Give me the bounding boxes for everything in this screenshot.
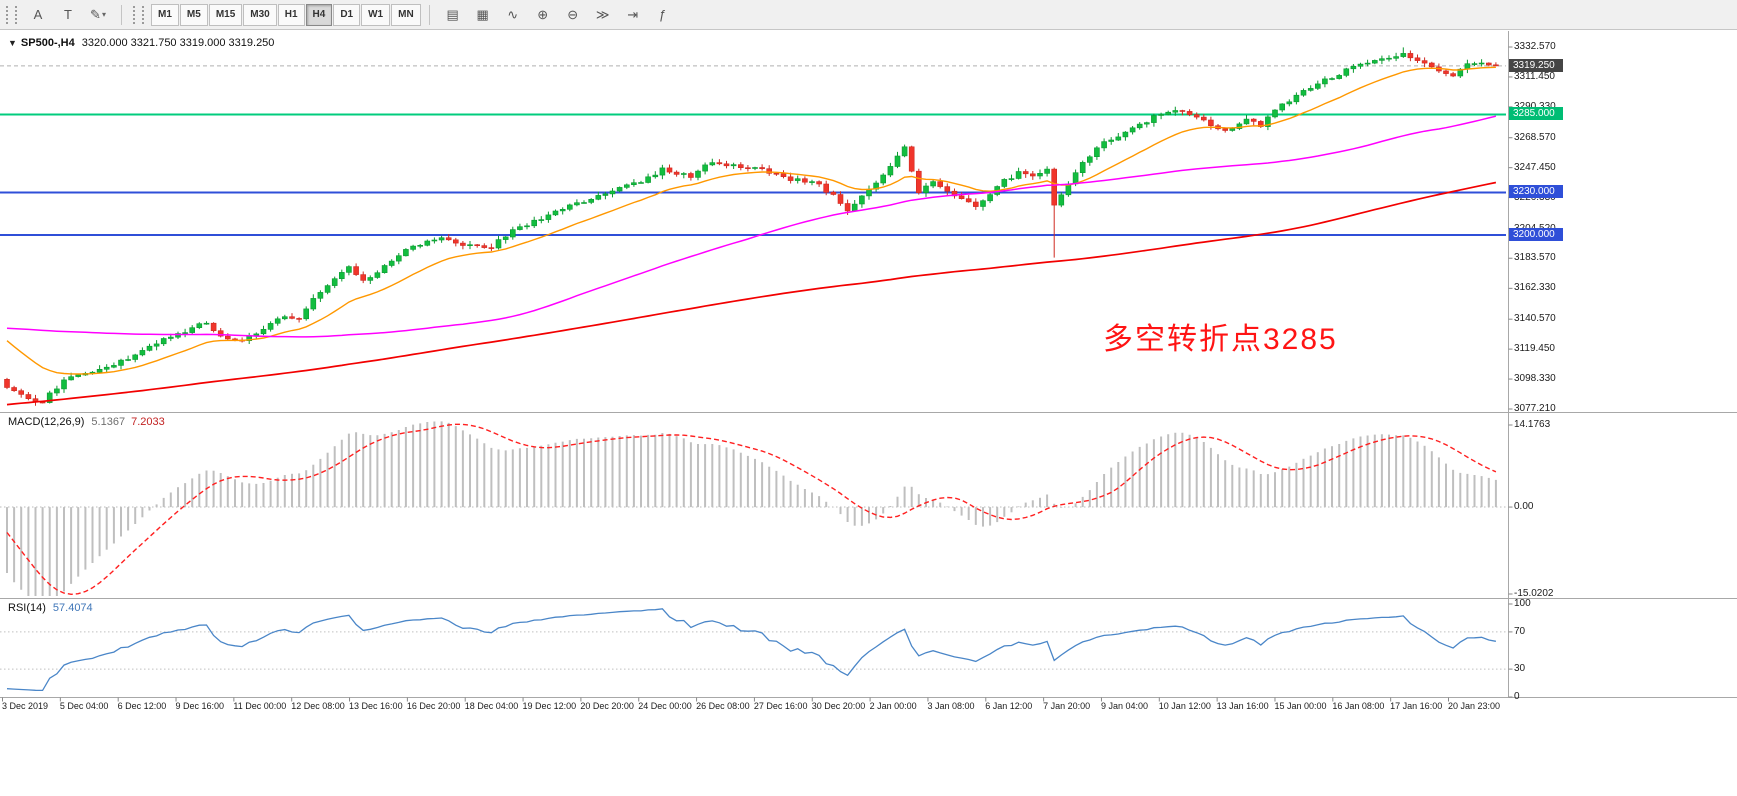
timeframe-button-MN[interactable]: MN — [391, 3, 421, 26]
toolbar-separator — [428, 4, 430, 25]
text-tool[interactable]: T — [64, 7, 72, 22]
zoom-out-button[interactable]: ⊖ — [567, 6, 579, 22]
toolbar-separator — [121, 4, 122, 25]
toolbar-grip[interactable] — [133, 5, 144, 24]
timeframe-button-H1[interactable]: H1 — [277, 3, 305, 26]
timeframe-button-M1[interactable]: M1 — [151, 3, 179, 26]
timeframe-button-M30[interactable]: M30 — [243, 3, 277, 26]
chart-shift-button[interactable]: ⇥ — [627, 6, 639, 22]
timeframe-button-H4[interactable]: H4 — [305, 3, 333, 26]
timeframe-button-M5[interactable]: M5 — [179, 3, 208, 26]
timeframe-button-M15[interactable]: M15 — [208, 3, 243, 26]
auto-scroll-button[interactable]: ≫ — [595, 6, 610, 22]
toolbar-grip[interactable] — [6, 5, 17, 24]
timeframe-button-D1[interactable]: D1 — [333, 3, 361, 26]
toolbar: A T ✎ ▾ M1 M5 M15 M30 H1 H4 D1 W1 MN ▤ ▦ ∿ ⊕ ⊖ ≫ ⇥ ƒ — [0, 0, 1737, 30]
indicators-button[interactable]: ƒ — [659, 7, 667, 22]
line-chart-button[interactable]: ∿ — [507, 6, 519, 22]
zoom-in-button[interactable]: ⊕ — [537, 6, 549, 22]
draw-tools-dropdown[interactable]: ✎ ▾ — [90, 6, 106, 22]
candlestick-chart-button[interactable]: ▦ — [476, 6, 489, 22]
text-label-tool[interactable]: A — [33, 7, 43, 22]
bar-chart-button[interactable]: ▤ — [446, 6, 459, 22]
timeframe-button-W1[interactable]: W1 — [361, 3, 391, 26]
